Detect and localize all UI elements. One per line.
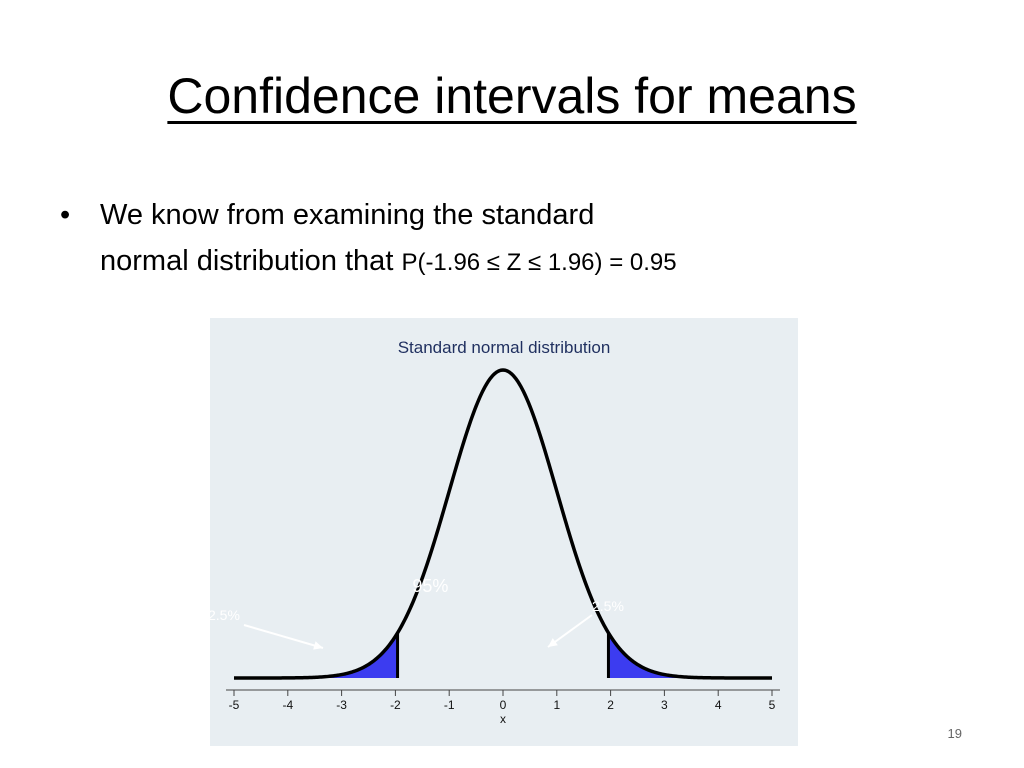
x-tick-label: 2	[607, 698, 614, 712]
shaded-tail-regions	[234, 632, 772, 678]
page-number: 19	[947, 726, 962, 741]
chart-title: Standard normal distribution	[398, 338, 611, 357]
probability-formula: P(-1.96 ≤ Z ≤ 1.96) = 0.95	[401, 249, 677, 276]
right-tail-arrow	[547, 614, 593, 648]
chart-container: Standard normal distribution 95% 2.5% 2.5%…	[200, 308, 800, 748]
x-tick-label: 0	[500, 698, 507, 712]
slide-title: Confidence intervals for means	[167, 68, 857, 124]
bullet-line-1: We know from examining the standard	[100, 199, 595, 231]
center-percent-label: 95%	[412, 576, 448, 596]
bullet-line-2: normal distribution that P(-1.96 ≤ Z ≤ 1…	[100, 238, 677, 286]
x-tick-label: -5	[229, 698, 240, 712]
bullet-symbol: •	[60, 199, 71, 231]
x-tick-label: -1	[444, 698, 455, 712]
x-axis: -5 -4 -3 -2 -1 0 1 2 3 4 5 x	[226, 689, 780, 726]
left-tail-shade	[234, 632, 398, 678]
x-axis-label: x	[500, 712, 506, 726]
annotations: 95% 2.5% 2.5%	[208, 576, 624, 650]
density-curve-layer	[233, 368, 773, 680]
x-tick-label: -4	[282, 698, 293, 712]
plot-background	[210, 318, 798, 746]
density-curve	[233, 368, 773, 680]
right-tail-shade	[608, 632, 772, 678]
left-tail-arrow	[243, 624, 324, 649]
x-tick-label: 5	[769, 698, 776, 712]
right-tail-label: 2.5%	[592, 598, 624, 614]
x-tick-label: 4	[715, 698, 722, 712]
x-tick-label: 1	[553, 698, 560, 712]
left-tail-label: 2.5%	[208, 607, 240, 623]
normal-distribution-chart: Standard normal distribution 95% 2.5% 2.5%…	[208, 318, 798, 746]
x-tick-label: 3	[661, 698, 668, 712]
bullet-line-2-text: normal distribution that	[100, 245, 402, 277]
x-tick-label: -3	[336, 698, 347, 712]
right-tail-arrow-head	[548, 638, 558, 647]
x-tick-label: -2	[390, 698, 401, 712]
left-tail-arrow-head	[313, 641, 323, 650]
